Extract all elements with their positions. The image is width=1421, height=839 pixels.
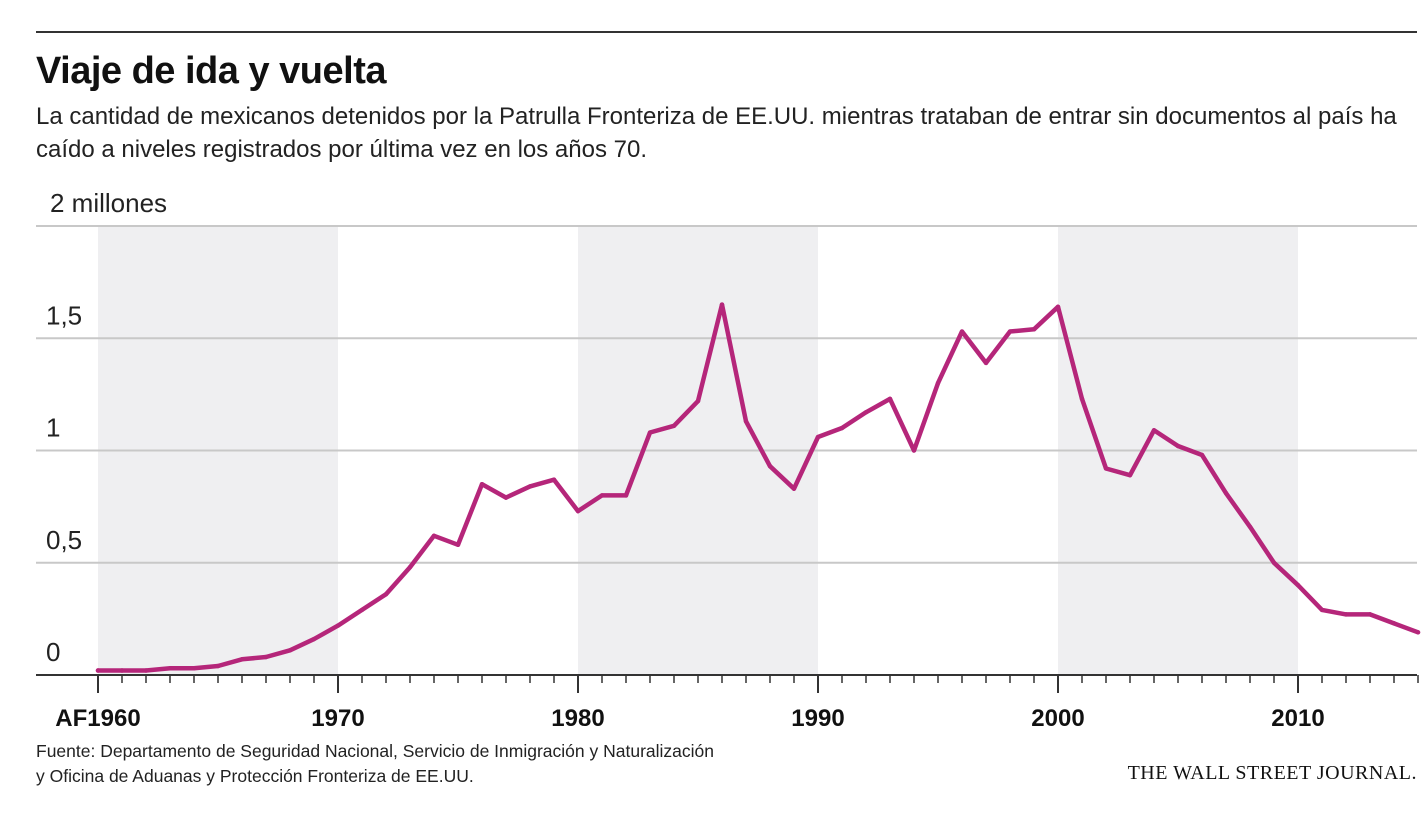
series-layer <box>95 302 1421 673</box>
data-point-1993 <box>887 396 893 402</box>
data-point-1966 <box>239 657 245 662</box>
data-point-2012 <box>1343 612 1349 617</box>
data-point-1962 <box>143 668 149 673</box>
y-tick-label-2: 1 <box>46 413 60 443</box>
data-point-1982 <box>623 493 629 498</box>
data-point-1961 <box>119 668 125 673</box>
data-point-1974 <box>431 533 437 539</box>
data-point-1977 <box>503 495 509 500</box>
x-tick-label-3: 1990 <box>791 705 844 732</box>
data-point-1981 <box>599 493 605 498</box>
data-point-1988 <box>767 464 773 469</box>
y-tick-label-1: 1,5 <box>46 300 82 330</box>
data-point-2013 <box>1367 612 1373 617</box>
data-point-1973 <box>407 565 413 570</box>
y-tick-label-0: 2 millones <box>50 188 167 218</box>
data-point-1969 <box>311 636 317 642</box>
data-point-1997 <box>983 360 989 366</box>
data-point-1965 <box>215 663 221 669</box>
data-point-1987 <box>743 419 749 424</box>
data-point-2015 <box>1415 630 1421 635</box>
data-point-1986 <box>719 302 725 307</box>
data-point-1991 <box>839 425 845 431</box>
data-point-1992 <box>863 410 869 415</box>
data-point-1980 <box>575 508 581 514</box>
x-tick-label-5: 2010 <box>1271 705 1324 732</box>
source-note: Fuente: Departamento de Seguridad Nacion… <box>36 739 714 789</box>
data-point-1985 <box>695 398 701 404</box>
data-point-1984 <box>671 423 677 429</box>
data-point-1968 <box>287 648 293 653</box>
chart-title: Viaje de ida y vuelta <box>36 50 386 92</box>
data-point-1972 <box>383 591 389 597</box>
data-point-1970 <box>335 623 341 628</box>
data-point-2011 <box>1319 607 1325 613</box>
data-point-1989 <box>791 486 797 491</box>
x-tick-label-2: 1980 <box>551 705 604 732</box>
source-line-2: y Oficina de Aduanas y Protección Fronte… <box>36 766 474 786</box>
data-point-1964 <box>191 666 197 671</box>
data-point-2014 <box>1391 621 1397 626</box>
data-point-1967 <box>263 654 269 660</box>
x-tick-label-1: 1970 <box>311 705 364 732</box>
data-point-2002 <box>1103 466 1109 471</box>
data-point-2006 <box>1199 452 1205 458</box>
data-point-2010 <box>1295 583 1301 588</box>
y-axis-labels: 2 millones 1,5 1 0,5 0 <box>46 188 167 667</box>
data-point-2000 <box>1055 304 1061 310</box>
data-point-1994 <box>911 448 917 453</box>
data-point-1996 <box>959 329 965 334</box>
data-point-1983 <box>647 430 653 435</box>
data-point-1999 <box>1031 327 1037 332</box>
publisher-logo: THE WALL STREET JOURNAL. <box>1127 762 1417 784</box>
data-point-2007 <box>1223 490 1229 496</box>
top-rule <box>36 31 1417 33</box>
data-point-2004 <box>1151 428 1157 433</box>
data-point-2001 <box>1079 396 1085 402</box>
data-point-1975 <box>455 542 461 547</box>
y-tick-label-3: 0,5 <box>46 525 82 555</box>
data-point-1976 <box>479 481 485 487</box>
data-point-2008 <box>1247 524 1253 530</box>
data-point-1978 <box>527 484 533 489</box>
data-point-1995 <box>935 380 941 386</box>
x-tick-label-0: AF1960 <box>55 705 140 732</box>
data-point-2003 <box>1127 472 1133 478</box>
source-line-1: Fuente: Departamento de Seguridad Nacion… <box>36 741 715 761</box>
data-point-1979 <box>551 477 557 482</box>
data-point-1971 <box>359 607 365 613</box>
x-axis: AF1960 1970 1980 1990 2000 2010 <box>36 674 1419 732</box>
data-point-1960 <box>95 668 101 673</box>
data-point-2009 <box>1271 560 1277 565</box>
chart-subtitle: La cantidad de mexicanos detenidos por l… <box>36 103 1397 163</box>
data-point-1990 <box>815 434 821 440</box>
data-point-1998 <box>1007 329 1013 334</box>
x-tick-label-4: 2000 <box>1031 705 1084 732</box>
data-point-1963 <box>167 666 173 671</box>
data-point-2005 <box>1175 443 1181 449</box>
y-tick-label-4: 0 <box>46 637 60 667</box>
series-line-0 <box>95 302 1421 673</box>
